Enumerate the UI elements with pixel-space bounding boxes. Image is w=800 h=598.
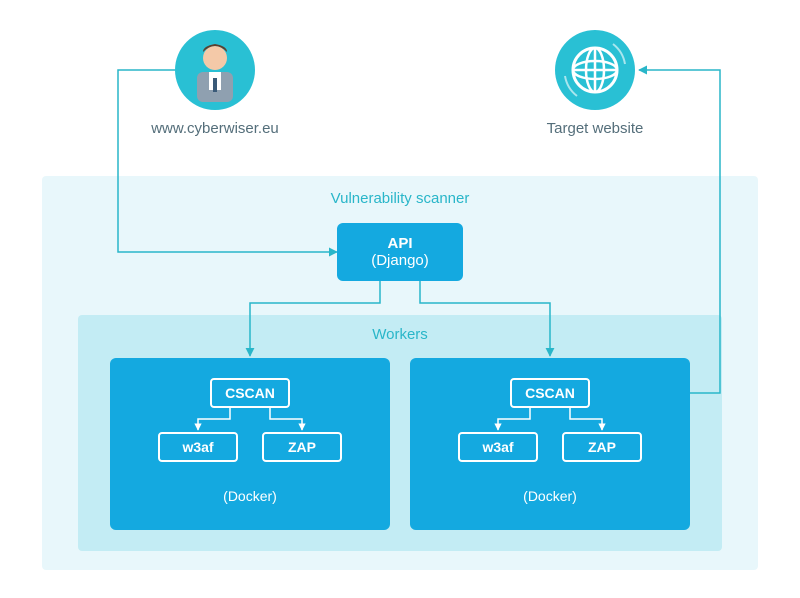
- cscan-chip: CSCAN: [210, 378, 290, 408]
- globe-icon: [555, 30, 635, 110]
- docker-label: (Docker): [410, 488, 690, 504]
- docker-label: (Docker): [110, 488, 390, 504]
- worker-box: CSCAN w3af ZAP (Docker): [410, 358, 690, 530]
- user-icon: [175, 30, 255, 110]
- w3af-chip: w3af: [458, 432, 538, 462]
- w3af-chip: w3af: [158, 432, 238, 462]
- api-subtitle: (Django): [371, 252, 429, 269]
- workers-title: Workers: [78, 326, 722, 343]
- cscan-chip: CSCAN: [510, 378, 590, 408]
- api-box: API(Django): [337, 223, 463, 281]
- target-label: Target website: [495, 120, 695, 137]
- source-label: www.cyberwiser.eu: [115, 120, 315, 137]
- worker-box: CSCAN w3af ZAP (Docker): [110, 358, 390, 530]
- zap-chip: ZAP: [262, 432, 342, 462]
- zap-chip: ZAP: [562, 432, 642, 462]
- scanner-title: Vulnerability scanner: [42, 190, 758, 207]
- api-title: API: [387, 235, 412, 252]
